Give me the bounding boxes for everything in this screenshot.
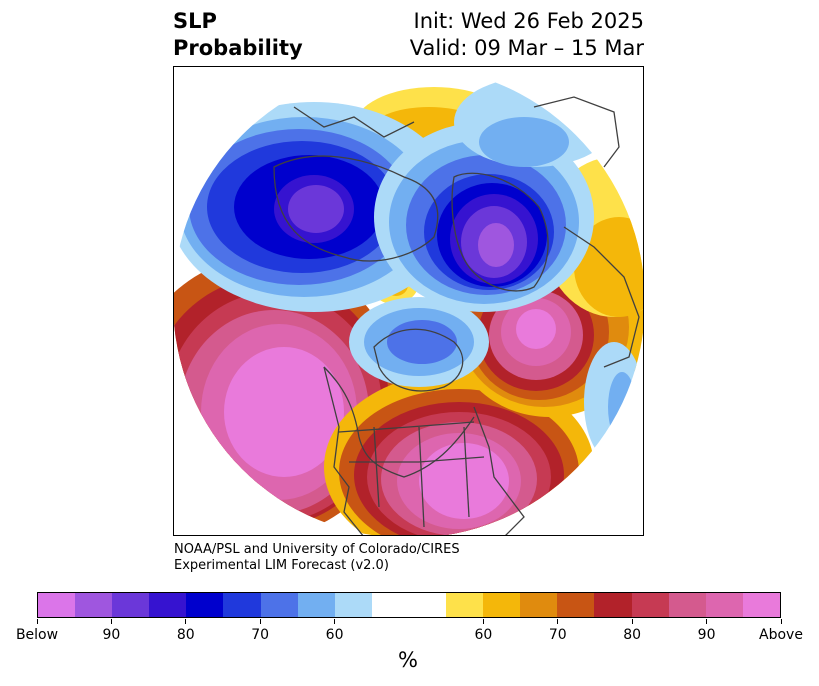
colorbar-tick-label: Above [759,627,803,643]
colorbar-swatch [334,593,372,617]
colorbar-tick-label: Below [15,627,59,643]
title-variable: SLP [173,9,217,33]
colorbar-swatch [112,593,150,617]
title-metric: Probability [173,36,303,60]
colorbar-tick-label: 70 [251,627,270,643]
colorbar-swatch [371,593,409,617]
colorbar [37,592,781,618]
colorbar-tick-label: 80 [623,627,642,643]
colorbar-tick [557,619,559,624]
colorbar-swatch [260,593,298,617]
coastlines [273,96,640,535]
colorbar-swatch [223,593,261,617]
credit-line-1: NOAA/PSL and University of Colorado/CIRE… [174,542,460,557]
polar-map-svg [174,67,643,535]
colorbar-swatch [446,593,484,617]
colorbar-tick-label: 90 [102,627,121,643]
colorbar-swatch [186,593,224,617]
probability-field [174,67,643,535]
colorbar-tick [482,619,484,624]
colorbar-tick-label: 90 [697,627,716,643]
colorbar-swatch [483,593,521,617]
colorbar-swatch [742,593,780,617]
colorbar-swatch [520,593,558,617]
credit-text: NOAA/PSL and University of Colorado/CIRE… [174,542,460,574]
colorbar-tick-label: 60 [325,627,344,643]
colorbar-swatch [705,593,743,617]
colorbar-swatch [631,593,669,617]
colorbar-unit: % [398,648,418,672]
colorbar-tick [185,619,187,624]
colorbar-tick [259,619,261,624]
colorbar-swatch [557,593,595,617]
colorbar-swatch [38,593,76,617]
colorbar-swatch [149,593,187,617]
credit-line-2: Experimental LIM Forecast (v2.0) [174,558,389,573]
colorbar-swatch [594,593,632,617]
plot-title-right: Init: Wed 26 Feb 2025 Valid: 09 Mar – 15… [410,8,644,62]
colorbar-tick [36,619,38,624]
plot-title-left: SLP Probability [173,8,303,62]
title-valid-range: Valid: 09 Mar – 15 Mar [409,36,644,60]
colorbar-tick-label: 80 [176,627,195,643]
forecast-map [173,66,644,536]
colorbar-swatch [668,593,706,617]
colorbar-tick-label: 60 [474,627,493,643]
colorbar-tick [631,619,633,624]
title-init-date: Init: Wed 26 Feb 2025 [413,9,644,33]
colorbar-swatch [75,593,113,617]
colorbar-swatch [297,593,335,617]
colorbar-swatch [408,593,447,617]
colorbar-tick [780,619,782,624]
colorbar-tick [334,619,336,624]
colorbar-tick [110,619,112,624]
colorbar-tick [706,619,708,624]
colorbar-tick-label: 70 [548,627,567,643]
